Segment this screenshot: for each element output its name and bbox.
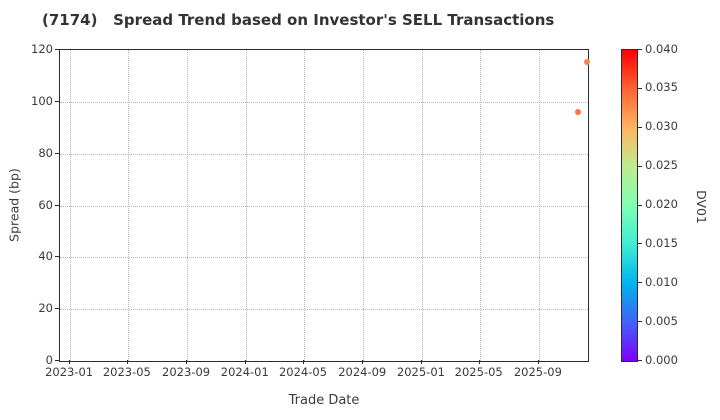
x-tick-mark [186,360,188,364]
colorbar-tick-label: 0.025 [645,158,678,173]
y-tick-label: 40 [38,249,53,264]
colorbar-tick-label: 0.000 [645,352,678,367]
plot-area [59,49,590,362]
colorbar-tick-label: 0.010 [645,274,678,289]
y-tick-label: 100 [31,93,53,108]
y-tick-label: 20 [38,301,53,316]
chart-title: (7174) Spread Trend based on Investor's … [42,11,555,29]
x-tick-mark [537,360,539,364]
y-tick-mark [55,308,59,310]
colorbar [621,49,638,362]
y-gridline [60,153,588,155]
y-gridline [60,101,588,103]
y-tick-mark [55,49,59,50]
y-tick-label: 60 [38,197,53,212]
y-gridline [60,257,588,259]
x-tick-mark [69,360,71,364]
colorbar-tick-mark [638,321,642,323]
x-tick-mark [420,360,422,364]
x-tick-label: 2024-01 [220,365,269,379]
y-tick-mark [55,256,59,258]
x-tick-label: 2025-05 [454,365,503,379]
data-point [583,58,590,65]
data-point [574,109,581,116]
y-tick-mark [55,152,59,154]
y-tick-label: 0 [45,353,53,367]
colorbar-tick-label: 0.035 [645,80,678,95]
colorbar-label: DV01 [694,190,709,224]
y-gridline [60,309,588,311]
x-tick-mark [303,360,305,364]
colorbar-tick-label: 0.015 [645,235,678,250]
y-tick-mark [55,100,59,102]
y-tick-mark [55,204,59,206]
x-tick-mark [244,360,246,364]
y-tick-label: 120 [31,42,53,56]
colorbar-tick-mark [638,243,642,245]
colorbar-tick-mark [638,126,642,128]
colorbar-tick-label: 0.005 [645,313,678,328]
y-tick-label: 80 [38,145,53,160]
x-axis-label: Trade Date [288,393,360,408]
y-tick-mark [55,360,59,361]
colorbar-tick-mark [638,87,642,89]
x-tick-mark [126,360,128,364]
colorbar-tick-mark [638,282,642,284]
x-tick-label: 2024-09 [338,365,387,379]
x-tick-mark [478,360,480,364]
x-tick-label: 2023-05 [102,365,151,379]
colorbar-tick-mark [638,360,642,361]
x-tick-mark [362,360,364,364]
colorbar-tick-mark [638,49,642,50]
colorbar-tick-label: 0.040 [645,41,678,56]
colorbar-tick-label: 0.020 [645,197,678,211]
x-tick-label: 2023-01 [45,365,94,379]
x-tick-label: 2025-09 [513,365,562,379]
colorbar-tick-mark [638,204,642,206]
x-tick-label: 2023-09 [162,365,211,379]
y-gridline [60,205,588,207]
colorbar-tick-label: 0.030 [645,119,678,134]
x-tick-label: 2025-01 [396,365,445,379]
x-tick-label: 2024-05 [278,365,328,379]
colorbar-tick-mark [638,165,642,167]
